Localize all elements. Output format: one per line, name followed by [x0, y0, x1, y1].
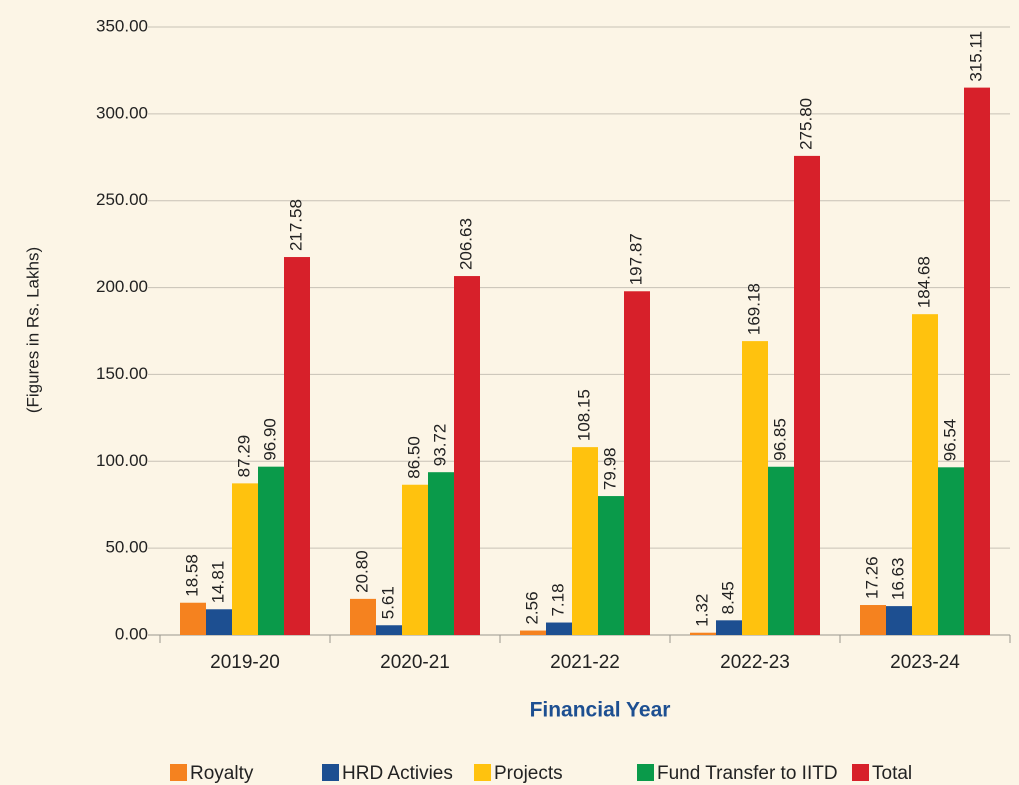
- legend-swatch: [852, 764, 869, 781]
- y-tick-label: 200.00: [96, 277, 148, 296]
- data-label: 96.54: [940, 419, 959, 462]
- y-tick-label: 300.00: [96, 103, 148, 122]
- data-label: 5.61: [378, 586, 397, 619]
- data-label: 20.80: [352, 550, 371, 593]
- bar: [402, 484, 428, 635]
- data-label: 14.81: [208, 561, 227, 604]
- legend-label: Total: [872, 763, 912, 784]
- bar: [768, 466, 794, 635]
- bar: [912, 314, 938, 635]
- bar: [598, 496, 624, 635]
- bar: [546, 622, 572, 635]
- data-label: 7.18: [548, 583, 567, 616]
- data-label: 2.56: [522, 591, 541, 624]
- bar: [572, 447, 598, 635]
- data-label: 169.18: [744, 283, 763, 335]
- x-tick-label: 2022-23: [720, 652, 790, 673]
- bar: [258, 466, 284, 635]
- data-label: 96.90: [260, 418, 279, 461]
- bar: [964, 87, 990, 636]
- data-label: 197.87: [626, 233, 645, 285]
- legend-label: Projects: [494, 763, 563, 784]
- legend-swatch: [170, 764, 187, 781]
- y-tick-label: 250.00: [96, 190, 148, 209]
- data-label: 217.58: [286, 199, 305, 251]
- data-label: 275.80: [796, 98, 815, 150]
- bar: [284, 257, 310, 635]
- bar: [206, 609, 232, 635]
- y-tick-label: 350.00: [96, 16, 148, 35]
- bar: [350, 598, 376, 635]
- data-label: 86.50: [404, 436, 423, 479]
- bar: [180, 602, 206, 635]
- y-tick-label: 150.00: [96, 364, 148, 383]
- bar: [454, 276, 480, 635]
- legend-swatch: [322, 764, 339, 781]
- data-label: 87.29: [234, 435, 253, 478]
- x-tick-label: 2023-24: [890, 652, 960, 673]
- bar: [886, 606, 912, 635]
- y-tick-label: 100.00: [96, 451, 148, 470]
- data-label: 96.85: [770, 418, 789, 461]
- bar: [520, 630, 546, 635]
- bar: [794, 155, 820, 635]
- legend-label: Royalty: [190, 763, 254, 784]
- bar: [232, 483, 258, 635]
- data-label: 315.11: [966, 31, 985, 82]
- legend-swatch: [637, 764, 654, 781]
- bar: [860, 605, 886, 635]
- bar: [938, 467, 964, 635]
- bar: [376, 625, 402, 635]
- x-tick-label: 2021-22: [550, 652, 620, 673]
- data-label: 16.63: [888, 558, 907, 601]
- y-tick-label: 50.00: [105, 538, 148, 557]
- data-label: 206.63: [456, 218, 475, 270]
- legend-label: HRD Activies: [342, 763, 453, 784]
- bar: [428, 472, 454, 635]
- bar: [624, 291, 650, 635]
- legend-swatch: [474, 764, 491, 781]
- bar: [742, 341, 768, 635]
- y-axis-label: (Figures in Rs. Lakhs): [23, 247, 42, 413]
- data-label: 108.15: [574, 389, 593, 441]
- data-label: 184.68: [914, 256, 933, 308]
- data-label: 79.98: [600, 448, 619, 491]
- bar: [716, 620, 742, 635]
- data-label: 93.72: [430, 424, 449, 467]
- legend-label: Fund Transfer to IITD: [657, 763, 838, 784]
- data-label: 8.45: [718, 581, 737, 614]
- data-label: 17.26: [862, 556, 881, 599]
- bar: [690, 632, 716, 635]
- data-label: 1.32: [692, 594, 711, 627]
- y-tick-label: 0.00: [115, 624, 148, 643]
- x-tick-label: 2020-21: [380, 652, 450, 673]
- data-label: 18.58: [182, 554, 201, 597]
- x-axis-label: Financial Year: [530, 699, 671, 722]
- x-tick-label: 2019-20: [210, 652, 280, 673]
